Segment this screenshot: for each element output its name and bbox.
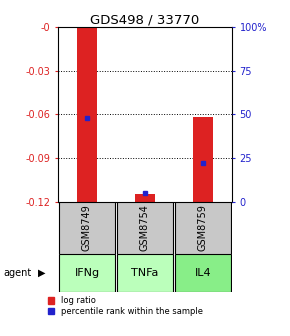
Bar [135,194,155,202]
Bar [59,202,115,254]
Bar [117,254,173,292]
Text: GDS498 / 33770: GDS498 / 33770 [90,13,200,27]
Bar [175,254,231,292]
Bar [77,27,97,202]
Bar [117,202,173,254]
Bar [193,117,213,202]
Text: ▶: ▶ [38,268,46,278]
Text: agent: agent [3,268,31,278]
Text: GSM8759: GSM8759 [198,204,208,251]
Text: IL4: IL4 [195,268,211,278]
Text: GSM8749: GSM8749 [82,204,92,251]
Bar [175,202,231,254]
Legend: log ratio, percentile rank within the sample: log ratio, percentile rank within the sa… [48,296,203,316]
Text: TNFa: TNFa [131,268,159,278]
Bar [59,254,115,292]
Text: IFNg: IFNg [75,268,99,278]
Text: GSM8754: GSM8754 [140,204,150,251]
